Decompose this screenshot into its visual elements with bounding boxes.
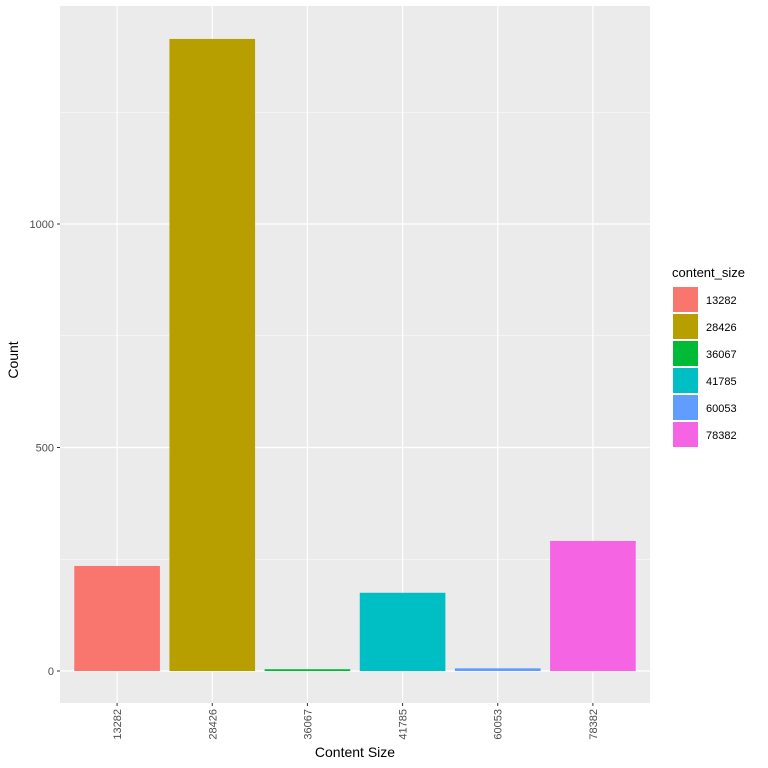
x-tick-label: 28426 bbox=[207, 709, 219, 740]
legend-swatch bbox=[673, 368, 698, 393]
legend-swatch bbox=[673, 314, 698, 339]
x-axis: 13282 28426 36067 41785 60053 78382 bbox=[112, 703, 600, 740]
legend-label: 13282 bbox=[706, 295, 737, 307]
bar-78382 bbox=[550, 540, 636, 671]
x-tick-label: 41785 bbox=[398, 709, 410, 740]
legend-swatch bbox=[673, 287, 698, 312]
x-tick-label: 13282 bbox=[112, 709, 124, 740]
y-axis: 0 500 1000 bbox=[30, 219, 60, 678]
x-tick-label: 60053 bbox=[493, 709, 505, 740]
bar-28426 bbox=[169, 38, 256, 671]
y-tick-label: 500 bbox=[36, 443, 54, 455]
legend-swatch bbox=[673, 341, 698, 366]
x-axis-title: Content Size bbox=[315, 744, 395, 760]
y-axis-title: Count bbox=[5, 341, 21, 378]
bar-41785 bbox=[359, 592, 446, 671]
bars bbox=[74, 38, 636, 671]
bar-13282 bbox=[74, 565, 160, 671]
bar-60053 bbox=[454, 668, 541, 671]
y-tick-label: 1000 bbox=[30, 219, 54, 231]
x-tick-label: 78382 bbox=[588, 709, 600, 740]
x-tick-label: 36067 bbox=[302, 709, 314, 740]
legend-title: content_size bbox=[672, 265, 745, 280]
legend: content_size 13282 28426 36067 41785 60053 78… bbox=[672, 265, 745, 447]
bar-36067 bbox=[264, 669, 351, 671]
legend-swatch bbox=[673, 422, 698, 447]
legend-label: 41785 bbox=[706, 376, 737, 388]
legend-swatch bbox=[673, 395, 698, 420]
legend-label: 36067 bbox=[706, 349, 737, 361]
y-tick-label: 0 bbox=[48, 666, 54, 678]
legend-label: 28426 bbox=[706, 322, 737, 334]
legend-label: 60053 bbox=[706, 403, 737, 415]
legend-label: 78382 bbox=[706, 430, 737, 442]
